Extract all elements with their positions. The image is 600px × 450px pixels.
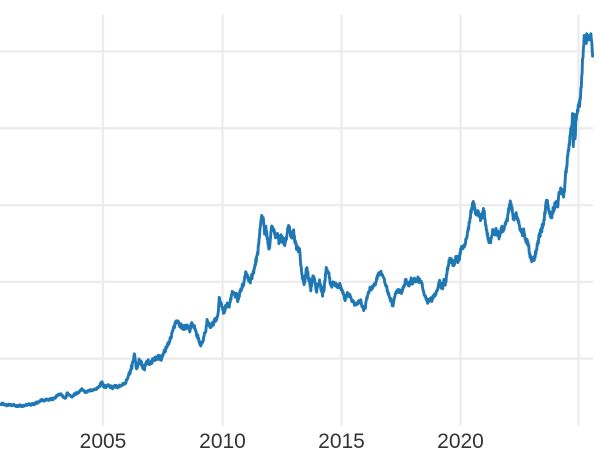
svg-text:2010: 2010 bbox=[199, 430, 246, 450]
svg-text:2015: 2015 bbox=[318, 430, 365, 450]
svg-text:2020: 2020 bbox=[437, 430, 484, 450]
svg-text:2005: 2005 bbox=[80, 430, 127, 450]
